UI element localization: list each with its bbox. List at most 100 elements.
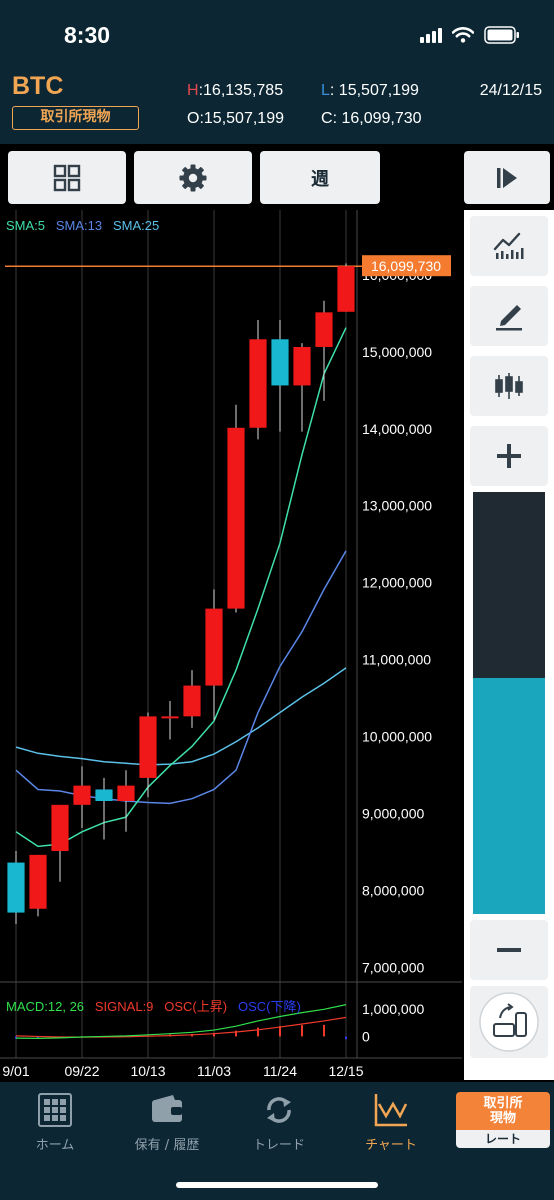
candle-body bbox=[227, 427, 245, 609]
nav-home-label: ホーム bbox=[35, 1138, 75, 1153]
draw-tool-button[interactable] bbox=[470, 286, 548, 346]
rate-market-line2: 現物 bbox=[489, 1111, 516, 1126]
y-tick-label: 8,000,000 bbox=[362, 883, 424, 899]
signal-line bbox=[15, 1016, 347, 1038]
y-tick-label: 11,000,000 bbox=[362, 652, 431, 668]
candle-style-button[interactable] bbox=[470, 356, 548, 416]
legend-signal: SIGNAL:9 bbox=[94, 999, 154, 1014]
osc-bar bbox=[279, 1025, 281, 1037]
open-value: 15,507,199 bbox=[203, 110, 284, 127]
status-bar: 8:30 bbox=[0, 0, 554, 60]
zoom-slider[interactable] bbox=[473, 492, 545, 914]
nav-home[interactable]: ホーム bbox=[10, 1092, 100, 1153]
nav-holdings-label: 保有 / 履歴 bbox=[134, 1138, 200, 1153]
price-chart[interactable]: 16,000,00015,000,00014,000,00013,000,000… bbox=[0, 210, 462, 1080]
rotate-screen-button[interactable] bbox=[470, 986, 548, 1058]
candle-body bbox=[117, 785, 135, 802]
sma5-line bbox=[15, 327, 347, 848]
candle-body bbox=[7, 862, 25, 913]
minus-icon bbox=[497, 948, 521, 952]
gear-icon bbox=[179, 164, 207, 191]
zoom-out-button[interactable] bbox=[470, 920, 548, 980]
chart-indicator-icon bbox=[493, 232, 524, 259]
home-grid-icon bbox=[38, 1093, 72, 1127]
play-step-button[interactable] bbox=[464, 151, 550, 204]
wifi-icon bbox=[452, 27, 474, 43]
legend-sma25: SMA:25 bbox=[112, 218, 160, 233]
candle-body bbox=[249, 339, 267, 428]
x-tick-label: 09/22 bbox=[64, 1063, 99, 1079]
chart-canvas[interactable]: 16,000,00015,000,00014,000,00013,000,000… bbox=[0, 210, 462, 1080]
grid-icon bbox=[53, 164, 81, 191]
close-key: C bbox=[321, 110, 333, 127]
high-key: H bbox=[187, 82, 199, 99]
osc-bar bbox=[37, 1036, 39, 1039]
open-price: O:15,507,199 bbox=[187, 110, 284, 127]
header-date: 24/12/15 bbox=[479, 82, 542, 99]
rotate-screen-icon bbox=[479, 992, 539, 1052]
osc-bar bbox=[15, 1036, 17, 1039]
rate-market-label: 取引所 現物 bbox=[456, 1092, 550, 1130]
nav-holdings[interactable]: 保有 / 履歴 bbox=[122, 1092, 212, 1153]
candle-body bbox=[205, 608, 223, 686]
trade-arrows-icon bbox=[267, 1097, 291, 1123]
y-tick-label: 15,000,000 bbox=[362, 344, 432, 360]
low-value: 15,507,199 bbox=[338, 82, 419, 99]
x-tick-label: 12/15 bbox=[328, 1063, 363, 1079]
y-tick-label: 13,000,000 bbox=[362, 498, 432, 514]
legend-sma5: SMA:5 bbox=[6, 218, 46, 233]
candle-body bbox=[51, 804, 69, 852]
market-badge: 取引所現物 bbox=[12, 106, 139, 130]
macd-tick-label: 0 bbox=[362, 1028, 370, 1044]
home-indicator bbox=[176, 1182, 378, 1188]
close-price: C: 16,099,730 bbox=[321, 110, 422, 127]
nav-trade-label: トレード bbox=[252, 1138, 305, 1153]
osc-bar bbox=[345, 1036, 347, 1040]
y-tick-label: 14,000,000 bbox=[362, 421, 432, 437]
plus-icon bbox=[497, 444, 521, 468]
candle-body bbox=[315, 312, 333, 347]
market-rate-button[interactable]: 取引所 現物 レート bbox=[456, 1092, 550, 1148]
side-tool-panel bbox=[464, 210, 554, 1080]
indicator-button[interactable] bbox=[470, 216, 548, 276]
period-week-button[interactable]: 週 bbox=[260, 151, 380, 204]
candlestick-icon bbox=[495, 373, 523, 399]
wallet-icon bbox=[152, 1095, 182, 1122]
legend-sma13: SMA:13 bbox=[55, 218, 103, 233]
nav-trade[interactable]: トレード bbox=[234, 1092, 324, 1153]
candle-body bbox=[73, 785, 91, 805]
candle-body bbox=[183, 685, 201, 717]
bottom-navigation: ホーム 保有 / 履歴 トレード チャート 取引所 現物 レート bbox=[0, 1082, 554, 1200]
candle-body bbox=[271, 339, 289, 386]
candle-body bbox=[95, 789, 113, 802]
zoom-in-button[interactable] bbox=[470, 426, 548, 486]
macd-line bbox=[15, 1004, 347, 1040]
play-step-icon bbox=[497, 167, 517, 188]
y-tick-label: 10,000,000 bbox=[362, 729, 432, 745]
osc-bar bbox=[213, 1032, 215, 1037]
status-icons bbox=[420, 26, 520, 44]
candle-body bbox=[337, 266, 355, 312]
battery-icon bbox=[484, 26, 519, 44]
y-tick-label: 7,000,000 bbox=[362, 959, 424, 975]
nav-chart[interactable]: チャート bbox=[346, 1092, 436, 1153]
candle-body bbox=[29, 854, 47, 909]
high-value: 16,135,785 bbox=[203, 82, 284, 99]
rate-market-line1: 取引所 bbox=[483, 1096, 523, 1111]
x-tick-label: 11/24 bbox=[263, 1063, 297, 1079]
period-label: 週 bbox=[311, 168, 329, 190]
chart-settings-button[interactable] bbox=[134, 151, 252, 204]
symbol-title: BTC bbox=[12, 72, 64, 100]
nav-chart-label: チャート bbox=[365, 1138, 417, 1153]
open-key: O bbox=[187, 110, 200, 127]
ticker-header: BTC 取引所現物 H:16,135,785 L: 15,507,199 O:1… bbox=[0, 60, 554, 144]
low-price: L: 15,507,199 bbox=[321, 82, 419, 99]
osc-bar bbox=[257, 1027, 259, 1037]
zoom-slider-fill bbox=[473, 677, 545, 914]
sma25-line bbox=[15, 667, 347, 766]
low-key: L bbox=[321, 82, 330, 99]
layout-grid-button[interactable] bbox=[8, 151, 126, 204]
cellular-signal-icon bbox=[420, 27, 442, 43]
legend-macd: MACD:12, 26 bbox=[6, 999, 85, 1014]
chart-nav-icon bbox=[374, 1094, 408, 1127]
